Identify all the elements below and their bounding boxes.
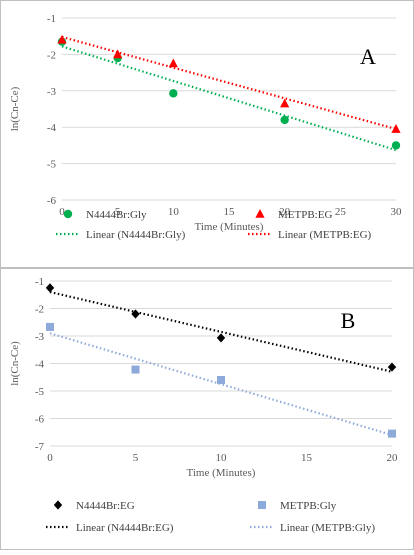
trendline: [49, 332, 393, 437]
legend-marker: [255, 209, 265, 218]
chart-frame: [0, 268, 414, 550]
y-tick-label: -4: [47, 122, 57, 134]
y-tick-label: -6: [47, 195, 57, 207]
x-tick-label: 25: [335, 206, 347, 218]
y-tick-label: -6: [35, 414, 45, 426]
legend-marker: [63, 209, 73, 219]
y-tick-label: -2: [35, 304, 44, 316]
legend-marker: [53, 500, 63, 510]
data-point: [169, 89, 178, 98]
data-point: [216, 333, 226, 343]
data-point: [280, 115, 289, 125]
data-point: [217, 376, 225, 384]
y-tick-label: -3: [47, 86, 57, 98]
legend-entry: METPB:Gly: [280, 500, 337, 512]
legend-entry: N4444Br:Gly: [86, 209, 147, 221]
x-tick-label: 15: [224, 206, 236, 218]
x-tick-label: 0: [59, 206, 65, 218]
data-point: [388, 429, 396, 438]
y-tick-label: -5: [35, 386, 45, 398]
data-point: [131, 309, 140, 319]
data-point: [131, 365, 140, 374]
data-point: [113, 49, 123, 59]
chart-panel-b: -1 -2 -3 -4 -5 -6 -7 0 5 10 15 20 Time (Minutes) ln(C…: [0, 268, 414, 550]
data-point: [168, 58, 178, 68]
data-point: [46, 322, 54, 331]
x-tick-label: 0: [47, 452, 53, 464]
x-tick-label: 30: [391, 206, 403, 218]
trendline: [49, 290, 393, 373]
legend-entry: N4444Br:EG: [76, 500, 135, 512]
y-tick-label: -5: [47, 159, 57, 171]
panel-label: A: [360, 44, 376, 69]
data-point: [280, 98, 290, 108]
x-tick-label: 5: [115, 206, 121, 218]
x-tick-label: 10: [168, 206, 180, 218]
data-point: [391, 124, 401, 133]
chart-panel-a: -1 -2 -3 -4 -5 -6 0 5 10 15 20 25 30 Time (Minutes) ln…: [0, 0, 414, 268]
legend-entry: Linear (N4444Br:Gly): [86, 229, 186, 241]
chart-frame: [0, 0, 414, 268]
legend-entry: Linear (METPB:Gly): [280, 522, 375, 534]
y-tick-label: -2: [47, 49, 56, 61]
legend-marker: [258, 501, 266, 509]
panel-label: B: [341, 308, 356, 333]
legend-entry: Linear (METPB:EG): [278, 229, 372, 241]
trendline: [61, 35, 397, 131]
data-point: [391, 141, 401, 150]
y-tick-label: -4: [35, 359, 45, 371]
x-tick-label: 20: [279, 206, 291, 218]
y-tick-label: -7: [35, 441, 45, 453]
x-tick-label: 5: [133, 452, 139, 464]
y-axis-title: ln(Cn-Ce): [9, 341, 21, 386]
data-point: [57, 34, 67, 44]
y-tick-label: -1: [35, 276, 44, 288]
x-tick-label: 10: [216, 452, 228, 464]
chart-b-svg: -1 -2 -3 -4 -5 -6 -70 5 10 15 20 Time (Minutes) ln(C…: [0, 268, 414, 550]
x-tick-label: 20: [387, 452, 399, 464]
legend-entry: METPB:EG: [278, 209, 332, 221]
legend-entry: Linear (N4444Br:EG): [76, 522, 174, 534]
y-axis-title: ln(Cn-Ce): [9, 86, 21, 131]
x-axis-title: Time (Minutes): [187, 467, 256, 479]
chart-a-svg: -1 -2 -3 -4 -5 -60 5 10 15 20 25 30 Time (Minutes) ln…: [0, 0, 414, 268]
y-tick-label: -1: [47, 13, 56, 25]
x-axis-title: Time (Minutes): [195, 221, 264, 233]
y-tick-label: -3: [35, 331, 45, 343]
data-point: [45, 283, 55, 293]
x-tick-label: 15: [301, 452, 313, 464]
